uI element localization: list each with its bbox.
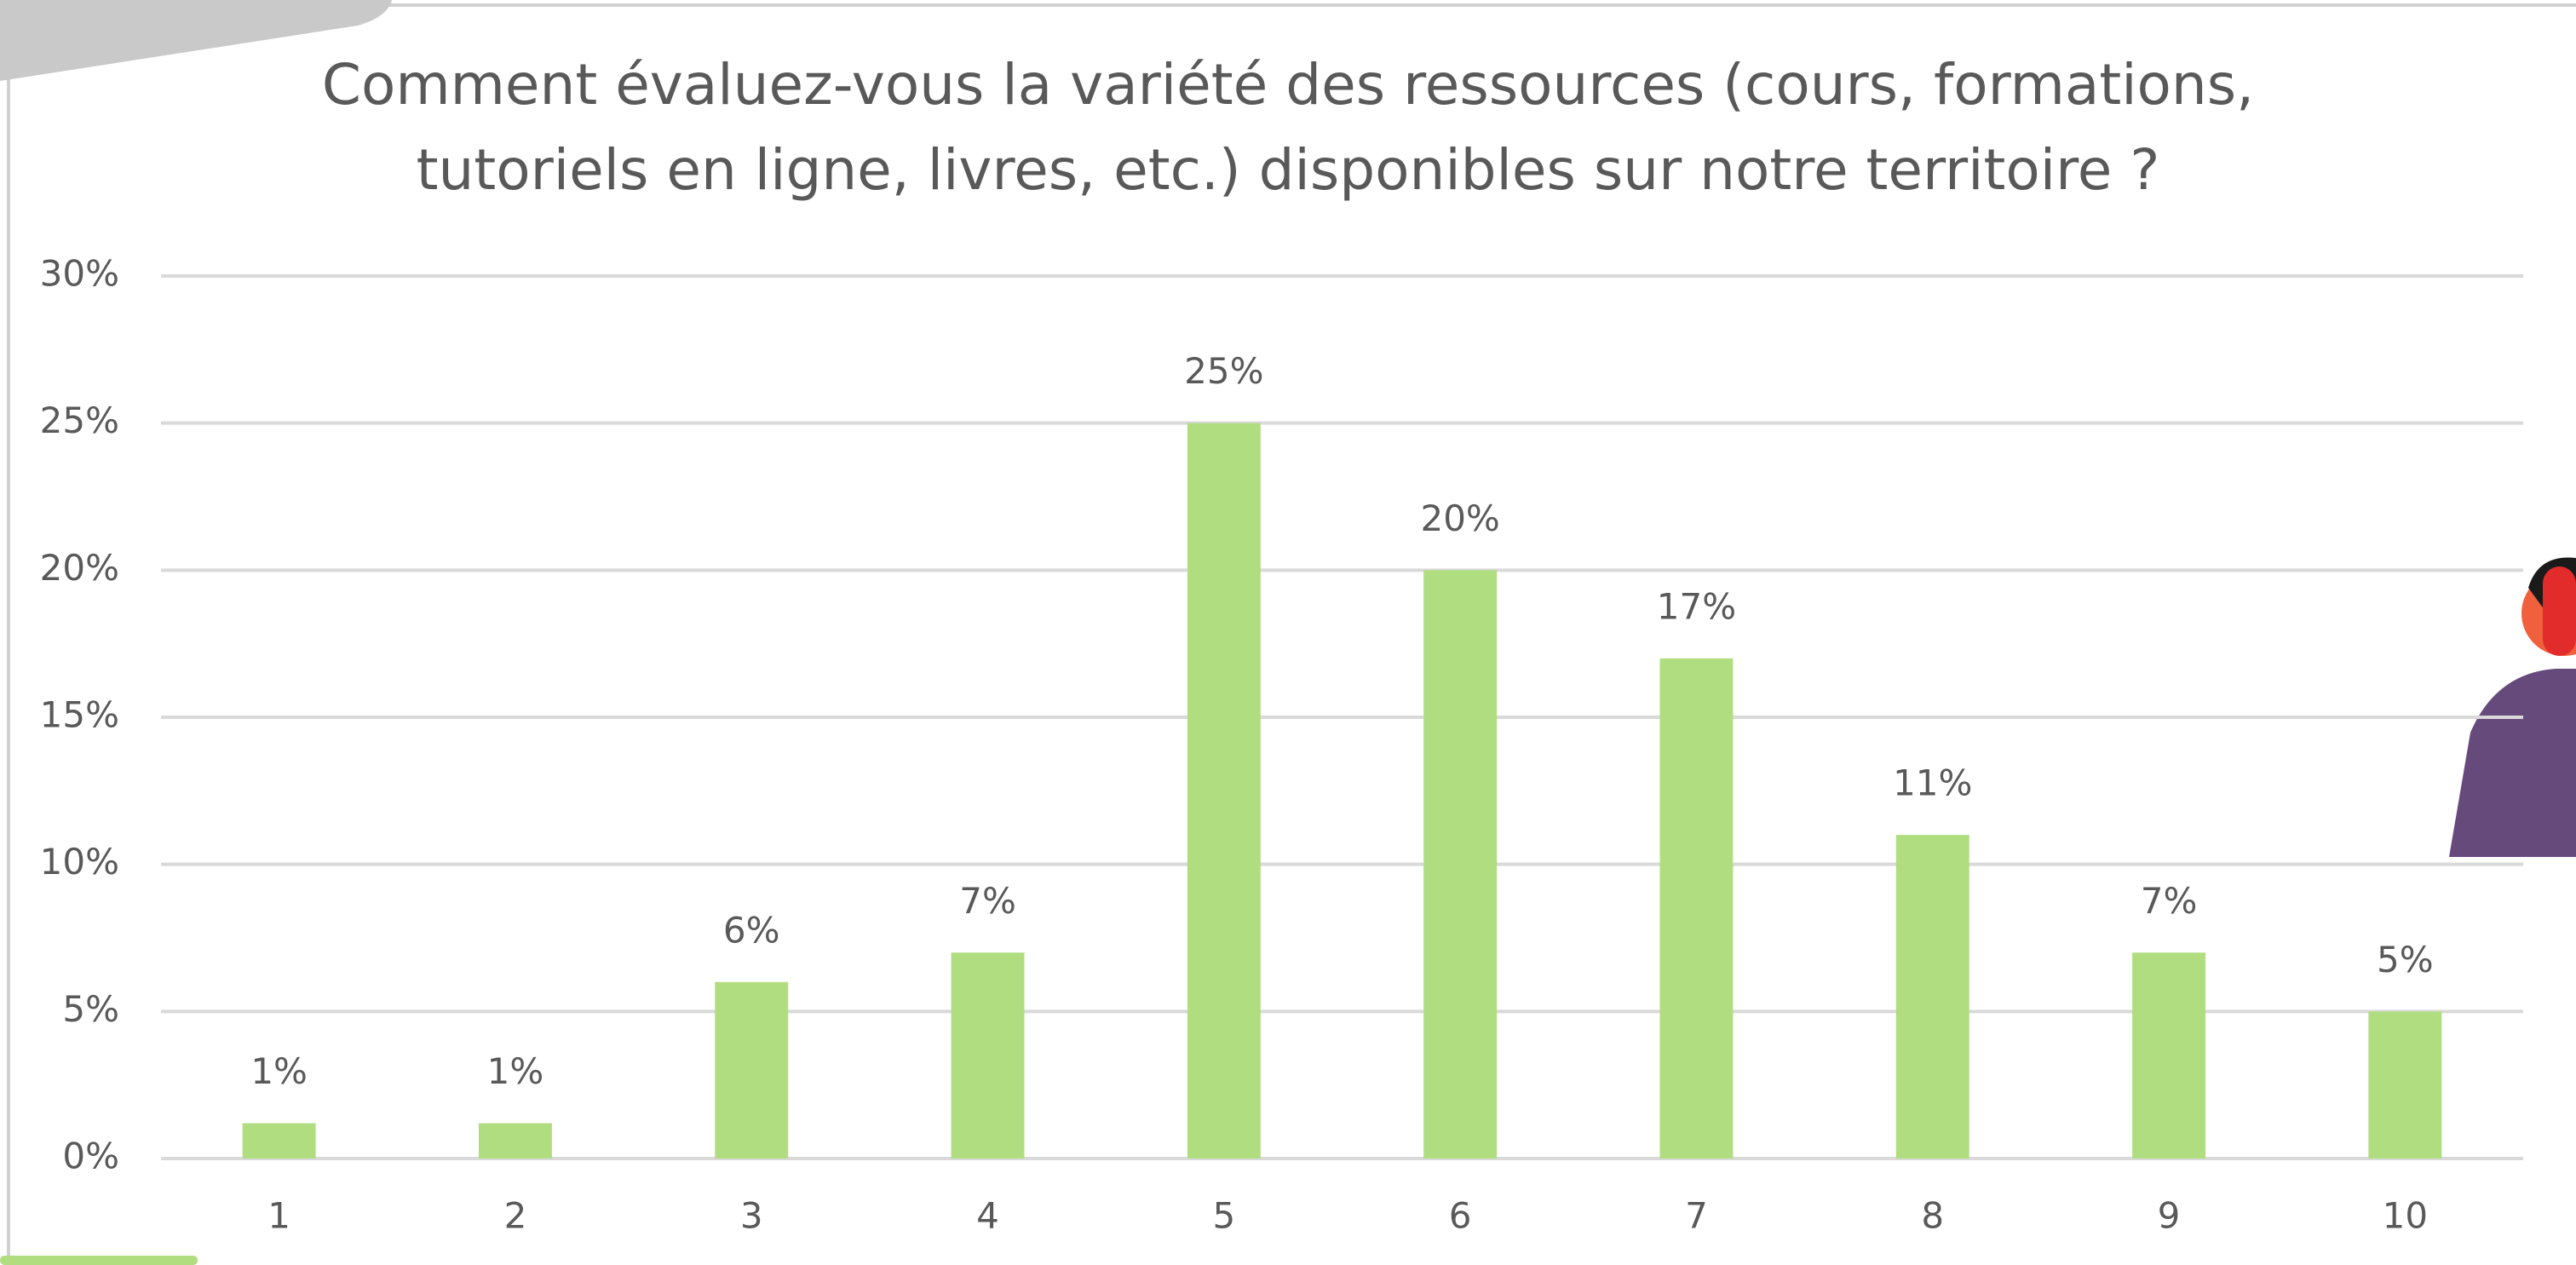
y-tick-label: 20%	[40, 547, 119, 589]
data-label: 7%	[2141, 880, 2198, 922]
chart-title: Comment évaluez-vous la variété des ress…	[321, 52, 2255, 203]
decor-tab	[0, 0, 392, 81]
bar	[2132, 952, 2206, 1159]
x-tick-label: 6	[1449, 1195, 1472, 1237]
y-tick-label: 25%	[40, 400, 119, 441]
x-tick-label: 1	[267, 1195, 290, 1237]
x-tick-label: 7	[1685, 1195, 1708, 1237]
data-label: 6%	[723, 909, 780, 951]
x-tick-label: 4	[976, 1195, 999, 1237]
data-label: 11%	[1893, 762, 1972, 804]
y-tick-label: 30%	[40, 253, 119, 295]
data-label: 17%	[1657, 585, 1736, 627]
x-tick-label: 2	[504, 1195, 527, 1237]
x-tick-label: 10	[2383, 1195, 2428, 1237]
bar	[478, 1123, 552, 1159]
decor-figure	[2449, 557, 2576, 857]
decor-strip	[0, 1256, 198, 1265]
bar	[715, 981, 789, 1159]
data-label: 7%	[959, 880, 1016, 922]
bar	[951, 952, 1025, 1159]
x-tick-label: 3	[740, 1195, 763, 1237]
data-label: 20%	[1420, 497, 1499, 539]
bar	[1895, 835, 1969, 1159]
y-tick-label: 10%	[40, 841, 119, 883]
data-label: 1%	[487, 1050, 544, 1092]
y-tick-label: 0%	[62, 1136, 119, 1177]
x-tick-label: 5	[1212, 1195, 1235, 1237]
data-label: 5%	[2377, 939, 2434, 980]
bar	[242, 1123, 316, 1159]
data-label: 1%	[250, 1050, 308, 1092]
x-tick-label: 9	[2158, 1195, 2181, 1237]
bar	[1659, 658, 1734, 1159]
bar	[1423, 570, 1498, 1159]
bar	[1187, 423, 1261, 1159]
y-tick-label: 15%	[40, 694, 119, 736]
data-label: 25%	[1184, 350, 1263, 392]
y-tick-label: 5%	[62, 988, 119, 1030]
bar	[2368, 1011, 2442, 1159]
x-tick-label: 8	[1921, 1195, 1944, 1237]
